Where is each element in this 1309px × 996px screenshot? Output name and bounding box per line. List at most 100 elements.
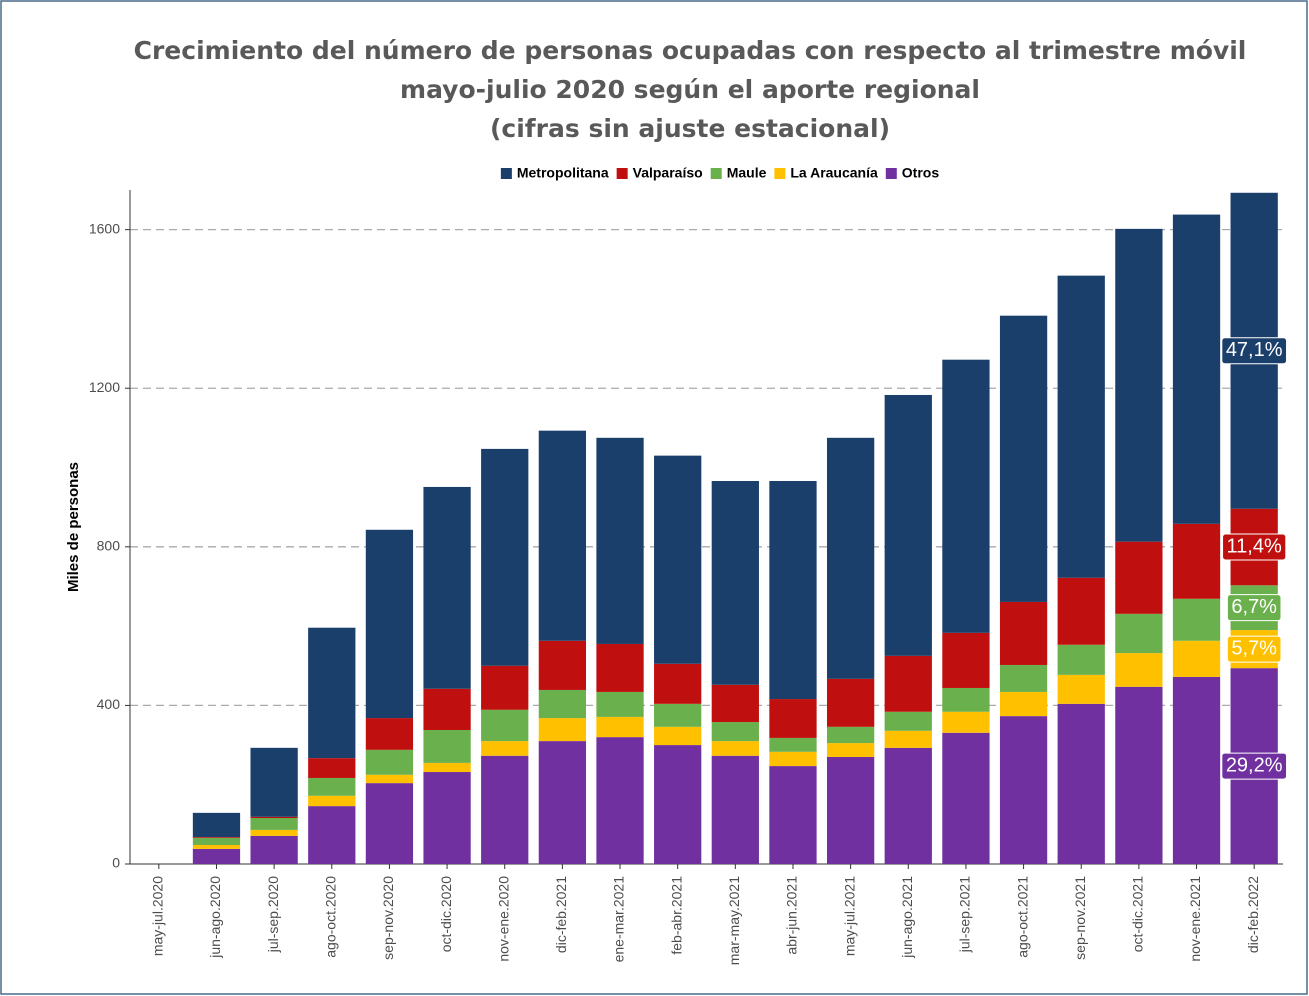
x-tick-label: dic-feb.2021 [553,876,569,953]
bar-segment [711,755,759,864]
bar-segment [365,783,414,864]
legend-swatch [500,168,512,179]
legend-swatch [774,168,786,179]
legend-swatch [885,168,897,179]
x-tick-label: ene-mar.2021 [611,876,627,963]
share-label-box [1222,533,1287,561]
x-tick-label: dic-feb.2022 [1245,876,1261,953]
bar-segment [826,678,875,727]
bar-segment [884,394,932,656]
bar-segment [826,726,875,744]
chart-title: mayo-julio 2020 según el aporte regional [400,75,980,104]
bar-segment [365,718,414,750]
x-tick-label: mar-may.2021 [726,876,742,965]
bar-segment [423,772,471,864]
bar-segment [654,703,702,727]
share-label-box [1221,337,1288,365]
bar-segment [1057,275,1105,578]
bar-segment [1057,577,1105,645]
x-tick-label: feb-abr.2021 [668,876,684,955]
share-label: 47,1% [1226,339,1283,361]
bar-segment [481,755,529,864]
bar-segment [481,448,529,666]
bar-segment [769,699,817,738]
bar-segment [538,718,587,742]
bar-segment [1057,703,1105,864]
bar-segment [999,664,1048,692]
legend-label: Maule [727,165,767,181]
bar-segment [769,737,817,752]
bar-segment [884,747,932,864]
bar-segment [250,835,298,864]
x-tick-label: sep-nov.2021 [1072,876,1088,960]
share-label: 5,7% [1231,637,1277,659]
x-tick-label: abr-jun.2021 [784,876,800,955]
bar-segment [423,729,471,763]
legend-swatch [710,168,722,179]
bar-segment [711,481,759,685]
bar-segment [308,627,356,759]
bar-segment [942,632,990,688]
bar-segment [999,601,1048,665]
bar-segment [826,743,875,757]
bar-segment [423,688,471,730]
bar-segment [538,640,587,690]
bar-segment [942,359,990,633]
share-label: 6,7% [1231,596,1277,618]
legend-label: Metropolitana [517,165,609,181]
bar-segment [1115,613,1163,654]
bar-segment [423,762,471,773]
bar-segment [538,741,587,864]
bar-segment [942,711,990,733]
x-tick-label: nov-ene.2021 [1187,876,1203,962]
bar-segment [596,691,644,717]
bar-segment [1115,686,1163,864]
y-tick-label: 0 [112,855,120,871]
bar-segment [999,691,1048,717]
bar-segment [1172,214,1221,524]
bar-segment [250,816,298,819]
bar-segment [596,716,644,738]
x-tick-label: jun-ago.2021 [899,876,915,959]
bar-segment [1172,598,1221,641]
x-tick-label: ago-oct.2020 [322,876,338,958]
bar-segment [999,716,1048,864]
bar-segment [192,837,241,845]
bar-segment [711,684,759,723]
bar-segment [769,751,817,767]
bar-segment [308,777,356,796]
bar-segment [654,745,702,864]
y-tick-label: 1600 [89,220,120,236]
bar-segment [884,711,932,731]
bar-segment [192,848,241,864]
bar-segment [884,730,932,748]
legend-label: Valparaíso [633,165,703,181]
x-tick-label: sep-nov.2020 [380,876,396,960]
share-label-box [1226,635,1282,663]
bar-segment [192,844,241,849]
bar-segment [365,749,414,775]
bar-segment [1172,640,1221,677]
bar-segment [481,741,529,756]
bar-segment [1115,228,1163,542]
chart-title: Crecimiento del número de personas ocupa… [134,36,1247,65]
share-label: 11,4% [1227,535,1282,557]
bar-segment [1115,541,1163,614]
bar-segment [481,665,529,710]
x-tick-label: ago-oct.2021 [1014,876,1030,958]
bar-segment [596,437,644,644]
x-tick-label: jun-ago.2020 [207,876,223,959]
bar-segment [942,687,990,712]
bar-segment [654,726,702,746]
bar-segment [999,315,1048,602]
bar-segment [769,766,817,864]
y-tick-label: 800 [97,538,121,554]
bar-segment [481,709,529,742]
legend-label: La Araucanía [790,165,878,181]
bar-segment [250,747,298,817]
bar-segment [826,437,875,679]
bar-segment [1115,653,1163,687]
x-tick-label: jul-sep.2021 [957,876,973,953]
y-tick-label: 1200 [89,379,120,395]
